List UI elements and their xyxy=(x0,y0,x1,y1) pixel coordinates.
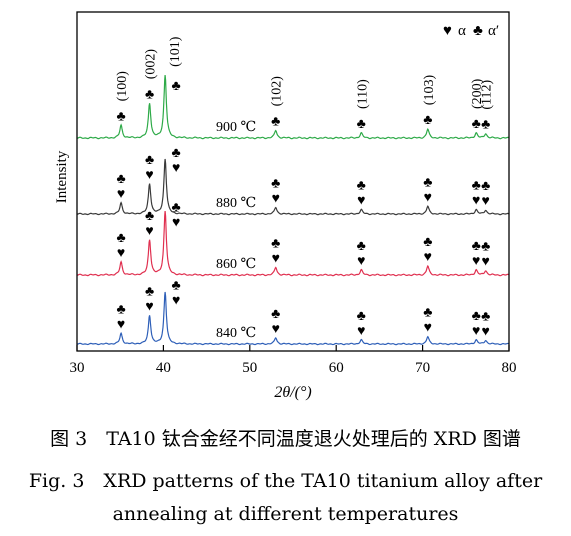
peak-marker-1-3-0: ♣ xyxy=(271,176,280,191)
legend-label-1: α′ xyxy=(488,23,499,39)
x-axis-label: 2θ/(°) xyxy=(274,384,311,401)
peak-marker-2-1-0: ♣ xyxy=(145,209,154,224)
peak-marker-3-2-1: ♥ xyxy=(172,293,180,308)
peak-marker-2-3-1: ♥ xyxy=(272,251,280,266)
peak-marker-3-1-0: ♣ xyxy=(145,284,154,299)
peak-marker-3-2-0: ♣ xyxy=(172,278,181,293)
series-line-1 xyxy=(77,158,510,216)
series-label-3: 840 ℃ xyxy=(216,326,256,341)
peak-marker-3-7-0: ♣ xyxy=(481,309,490,324)
peak-marker-3-3-0: ♣ xyxy=(271,307,280,322)
legend-symbol-0: ♥ xyxy=(443,23,452,39)
peak-marker-0-6-0: ♣ xyxy=(472,117,481,132)
peak-marker-1-2-1: ♥ xyxy=(172,161,180,176)
series-line-2 xyxy=(77,210,510,277)
peak-marker-3-6-0: ♣ xyxy=(472,309,481,324)
series-label-0: 900 ℃ xyxy=(216,120,256,135)
peak-marker-2-2-0: ♣ xyxy=(172,200,181,215)
figure-caption-chinese: 图 3 TA10 钛合金经不同温度退火处理后的 XRD 图谱 xyxy=(50,428,521,450)
peak-marker-2-6-0: ♣ xyxy=(472,239,481,254)
hkl-label-7: (112) xyxy=(480,79,495,109)
peak-marker-2-7-0: ♣ xyxy=(481,240,490,255)
peak-marker-2-3-0: ♣ xyxy=(271,236,280,251)
peak-marker-2-2-1: ♥ xyxy=(172,215,180,230)
peak-marker-1-1-1: ♥ xyxy=(145,168,153,183)
series-label-2: 860 ℃ xyxy=(216,257,256,272)
peak-marker-1-7-0: ♣ xyxy=(481,179,490,194)
x-tick-label-5: 80 xyxy=(502,360,517,376)
series-label-1: 880 ℃ xyxy=(216,196,256,211)
peak-marker-1-5-0: ♣ xyxy=(423,175,432,190)
hkl-label-5: (103) xyxy=(422,75,437,106)
y-axis-label: Intensity xyxy=(54,150,70,203)
legend-symbol-1: ♣ xyxy=(473,23,483,39)
peak-marker-1-0-0: ♣ xyxy=(116,172,125,187)
peak-marker-0-2-0: ♣ xyxy=(172,79,181,94)
peak-marker-3-0-0: ♣ xyxy=(116,303,125,318)
peak-marker-3-3-1: ♥ xyxy=(272,322,280,337)
series-line-0 xyxy=(77,74,510,140)
legend-label-0: α xyxy=(458,23,466,39)
peak-marker-0-0-0: ♣ xyxy=(116,109,125,124)
peak-marker-0-3-0: ♣ xyxy=(271,114,280,129)
peak-marker-1-0-1: ♥ xyxy=(117,187,125,202)
peak-marker-3-7-1: ♥ xyxy=(482,324,490,339)
peak-marker-3-4-1: ♥ xyxy=(357,324,365,339)
x-tick-label-1: 40 xyxy=(156,360,171,376)
peak-marker-3-6-1: ♥ xyxy=(472,324,480,339)
peak-marker-2-0-0: ♣ xyxy=(116,231,125,246)
figure-caption-english-line2: annealing at different temperatures xyxy=(112,503,459,525)
peak-marker-2-6-1: ♥ xyxy=(472,254,480,269)
x-tick-label-2: 50 xyxy=(242,360,257,376)
x-tick-label-0: 30 xyxy=(70,360,85,376)
peak-marker-0-7-0: ♣ xyxy=(481,118,490,133)
peak-marker-2-5-0: ♣ xyxy=(423,235,432,250)
series-line-3 xyxy=(77,291,510,346)
peak-marker-3-5-1: ♥ xyxy=(424,321,432,336)
figure-caption-english-line1: Fig. 3 XRD patterns of the TA10 titanium… xyxy=(28,470,543,492)
plot-frame xyxy=(76,11,510,352)
peak-marker-1-1-0: ♣ xyxy=(145,153,154,168)
peak-marker-1-4-1: ♥ xyxy=(357,194,365,209)
legend: ♥ α ♣ α′ xyxy=(443,23,499,39)
hkl-label-0: (100) xyxy=(115,71,130,102)
peak-marker-1-6-0: ♣ xyxy=(472,179,481,194)
peak-marker-3-5-0: ♣ xyxy=(423,306,432,321)
peak-marker-1-4-0: ♣ xyxy=(357,179,366,194)
hkl-label-3: (102) xyxy=(270,76,285,107)
peak-marker-2-5-1: ♥ xyxy=(424,250,432,265)
hkl-label-4: (110) xyxy=(355,79,370,109)
peak-marker-1-6-1: ♥ xyxy=(472,194,480,209)
peak-marker-2-7-1: ♥ xyxy=(482,255,490,270)
peak-marker-3-0-1: ♥ xyxy=(117,318,125,333)
hkl-label-1: (002) xyxy=(144,49,159,80)
x-tick-label-3: 60 xyxy=(329,360,344,376)
hkl-label-6: (200) xyxy=(470,78,485,109)
peak-marker-1-2-0: ♣ xyxy=(172,146,181,161)
peak-marker-0-4-0: ♣ xyxy=(357,117,366,132)
peak-marker-1-3-1: ♥ xyxy=(272,191,280,206)
peak-marker-2-1-1: ♥ xyxy=(145,224,153,239)
peak-marker-3-4-0: ♣ xyxy=(357,309,366,324)
peak-marker-1-5-1: ♥ xyxy=(424,190,432,205)
peak-marker-2-4-0: ♣ xyxy=(357,239,366,254)
peak-marker-3-1-1: ♥ xyxy=(145,299,153,314)
peak-marker-2-4-1: ♥ xyxy=(357,254,365,269)
hkl-label-2: (101) xyxy=(168,36,183,67)
peak-marker-0-1-0: ♣ xyxy=(145,87,154,102)
peak-marker-0-5-0: ♣ xyxy=(423,113,432,128)
peak-marker-1-7-1: ♥ xyxy=(482,194,490,209)
peak-marker-2-0-1: ♥ xyxy=(117,246,125,261)
x-tick-label-4: 70 xyxy=(415,360,430,376)
